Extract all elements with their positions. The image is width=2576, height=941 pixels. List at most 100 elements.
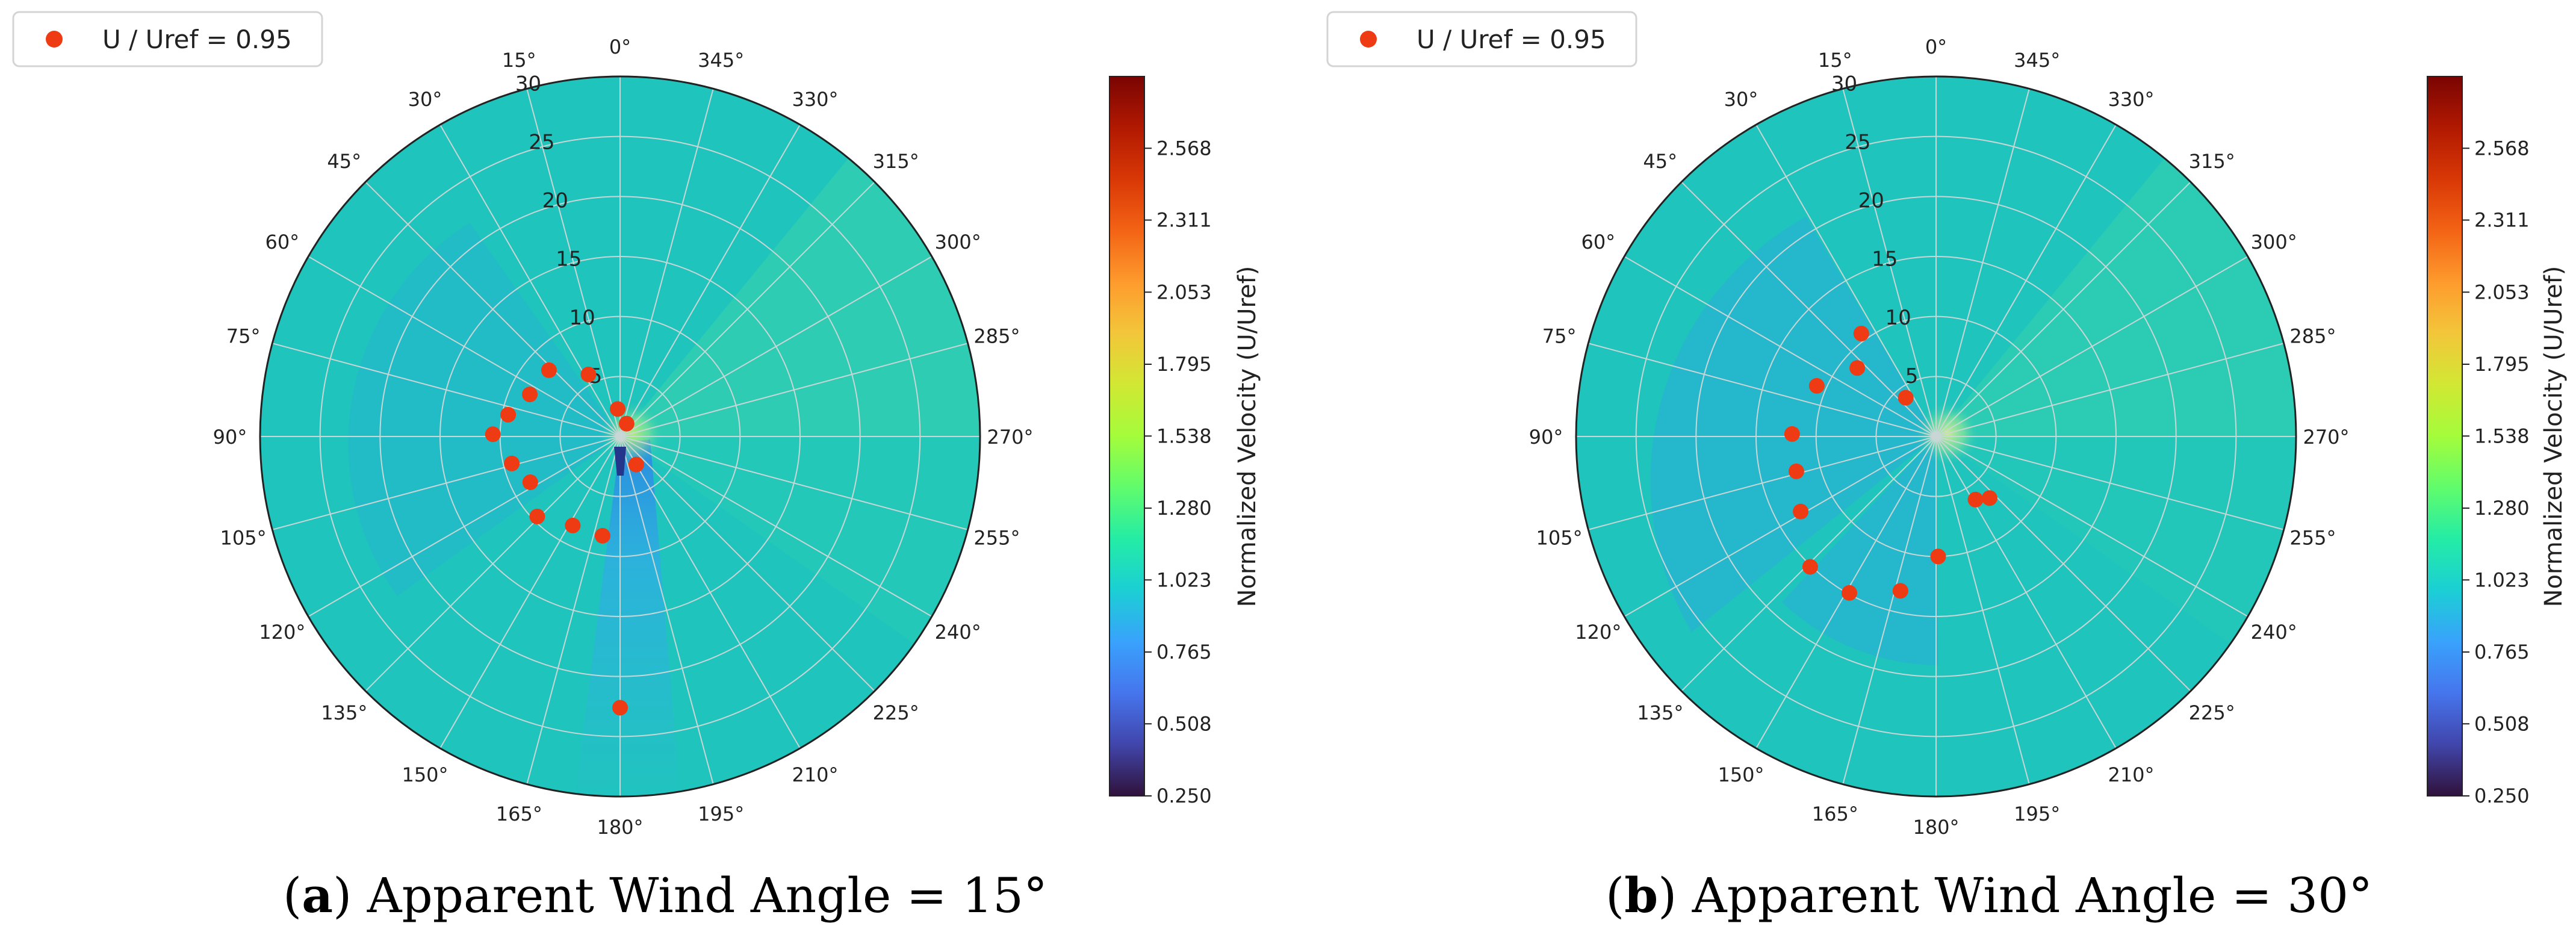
grid-spoke — [1624, 256, 1937, 437]
theta-tick-label: 210° — [792, 763, 838, 786]
grid-spoke — [1935, 256, 2249, 437]
theta-tick-label: 225° — [873, 701, 919, 724]
radial-tick-label: 10 — [570, 306, 595, 330]
grid-spoke — [1935, 89, 2030, 437]
wake-region — [575, 439, 680, 797]
theta-tick-label: 300° — [2251, 231, 2297, 253]
caption-a: (a) Apparent Wind Angle = 15° — [283, 867, 1047, 924]
radial-tick-label: 5 — [1905, 364, 1919, 388]
grid-spoke — [619, 436, 714, 784]
theta-tick-label: 330° — [2108, 88, 2154, 111]
grid-spoke — [619, 124, 801, 437]
high-velocity-wedge — [620, 158, 980, 436]
colorbar-gradient — [1109, 76, 1145, 797]
grid-spoke — [439, 436, 621, 749]
theta-tick-label: 135° — [1637, 701, 1683, 724]
data-point — [580, 366, 597, 382]
theta-tick-label: 300° — [935, 231, 981, 253]
data-point — [1930, 548, 1946, 565]
grid-spoke — [1588, 436, 1937, 530]
colorbar-tick-label: 2.053 — [2474, 281, 2530, 303]
caption-text: Apparent Wind Angle = 15° — [367, 868, 1047, 924]
data-point — [1802, 559, 1818, 575]
colorbar-tick-label: 1.795 — [1156, 353, 1212, 376]
low-velocity-sector — [1650, 217, 1936, 632]
grid-spoke — [619, 89, 714, 437]
grid-spoke — [619, 436, 875, 692]
theta-tick-label: 60° — [1581, 231, 1615, 253]
colorbar-label: Normalized Velocity (U/Uref) — [1234, 266, 1261, 607]
grid-spoke — [526, 89, 621, 437]
colorbar-tick-label: 0.508 — [2474, 712, 2530, 735]
data-point — [522, 387, 538, 403]
data-point — [1849, 360, 1866, 376]
grid-spoke — [365, 436, 621, 692]
caption-letter: b — [1624, 867, 1659, 924]
colorbar-ticks: 2.568 2.311 2.053 1.795 1.538 1.280 1.023 0.765… — [2462, 137, 2530, 807]
theta-tick-label: 75° — [1542, 325, 1577, 347]
theta-tick-label: 285° — [973, 325, 1020, 347]
theta-tick-label: 120° — [259, 621, 305, 644]
data-point — [1793, 503, 1809, 520]
scatter-series — [485, 362, 644, 716]
radial-tick-label: 30 — [515, 72, 541, 96]
theta-tick-label: 105° — [220, 527, 267, 550]
data-point — [1892, 583, 1908, 599]
grid-spoke — [365, 181, 621, 437]
theta-tick-label: 285° — [2289, 325, 2336, 347]
theta-tick-label: 0° — [1925, 36, 1947, 58]
grid-spoke — [272, 343, 621, 437]
polar-plot-a: 0° 15° 30° 45° 60° 75° 90° 105° 120° 135° 150° 165°… — [213, 36, 1034, 839]
grid-spoke — [619, 436, 968, 530]
grid-spoke — [619, 256, 933, 437]
colorbar-tick-label: 2.311 — [2474, 209, 2530, 232]
grid-spoke — [308, 256, 621, 437]
grid-spoke — [619, 436, 933, 617]
grid-spoke — [1935, 181, 2191, 437]
theta-tick-label: 30° — [408, 88, 442, 111]
data-point — [618, 415, 635, 432]
theta-tick-label: 135° — [321, 701, 367, 724]
grid-spoke — [619, 181, 875, 437]
radial-tick-label: 15 — [1872, 247, 1898, 272]
caption-letter: a — [302, 867, 334, 924]
colorbar-tick-label: 0.765 — [2474, 641, 2530, 663]
polar-frame — [259, 75, 981, 798]
data-point — [610, 401, 626, 417]
colorbar-gradient — [2427, 76, 2463, 797]
theta-tick-label: 15° — [1818, 49, 1852, 72]
theta-tick-label: 270° — [987, 426, 1033, 449]
theta-tick-label: 180° — [1913, 816, 1959, 839]
colorbar-a: 2.568 2.311 2.053 1.795 1.538 1.280 1.023 0.765… — [1109, 76, 1261, 807]
data-point — [522, 474, 538, 491]
caption-text: Apparent Wind Angle = 30° — [1692, 868, 2373, 924]
theta-tick-label: 225° — [2189, 701, 2235, 724]
theta-tick-label: 150° — [1718, 763, 1764, 786]
legend-a: U / Uref = 0.95 — [12, 11, 323, 67]
caption-b: (b) Apparent Wind Angle = 30° — [1606, 867, 2373, 924]
theta-tick-label: 60° — [265, 231, 299, 253]
colorbar-tick-label: 0.508 — [1156, 712, 1212, 735]
grid-spoke — [272, 436, 621, 530]
grid-spoke — [1755, 124, 1937, 437]
theta-tick-label: 45° — [327, 150, 361, 173]
scatter-series — [1784, 326, 1997, 601]
radial-tick-label: 20 — [542, 189, 568, 213]
grid-spoke — [1588, 343, 1937, 437]
data-point — [1967, 491, 1984, 508]
theta-tick-label: 0° — [609, 36, 631, 58]
colorbar-tick-label: 2.568 — [2474, 137, 2530, 160]
grid-spoke — [1624, 436, 1937, 617]
data-point — [485, 426, 501, 443]
data-point — [612, 700, 628, 716]
radial-tick-label: 15 — [556, 247, 582, 272]
polar-plot-b: 0° 15° 30° 45° 60° 75° 90° 105° 120° 135° 150° 165°… — [1529, 36, 2350, 839]
data-point — [500, 406, 517, 423]
theta-tick-label: 90° — [213, 426, 247, 449]
wake-dark-streak — [614, 447, 626, 476]
polar-frame — [1575, 75, 2297, 798]
grid-spoke — [1935, 436, 2117, 749]
